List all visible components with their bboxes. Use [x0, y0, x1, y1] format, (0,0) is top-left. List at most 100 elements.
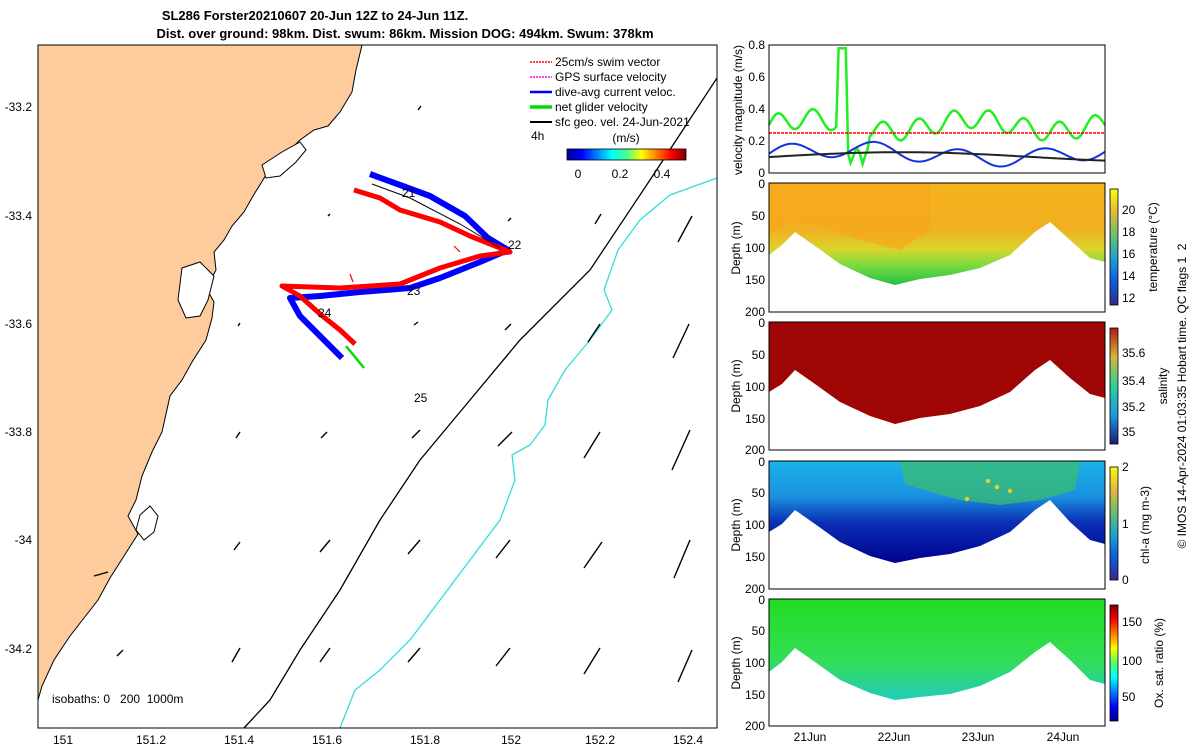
oxygen-cbar-tick: 50 [1122, 690, 1136, 704]
track-dive-avg-current [287, 171, 511, 361]
map-x-tick: 152.2 [585, 733, 615, 747]
temperature-panel: 0 50 100 150 200 Depth (m) 12 14 16 18 2… [729, 177, 1160, 319]
chlorophyll-cbar-tick: 1 [1122, 517, 1129, 531]
figure-title-line1: SL286 Forster20210607 20-Jun 12Z to 24-J… [162, 8, 468, 23]
map-y-tick: -33.4 [5, 209, 33, 223]
chlorophyll-y-label: Depth (m) [729, 498, 743, 551]
chlorophyll-panel: 0 50 100 150 200 Depth (m) 0 1 2 chl-a (… [729, 455, 1152, 596]
chlorophyll-cbar-tick: 0 [1122, 573, 1129, 587]
time-x-tick: 21Jun [794, 730, 827, 744]
map-colorbar-tick: 0.2 [612, 167, 629, 181]
figure-title-line2: Dist. over ground: 98km. Dist. swum: 86k… [156, 26, 653, 41]
day-label-22: 22 [508, 238, 522, 252]
chlorophyll-high-points [964, 478, 1013, 502]
map-x-tick: 151.6 [312, 733, 342, 747]
temperature-cbar-tick: 18 [1122, 225, 1136, 239]
temperature-y-label: Depth (m) [729, 221, 743, 274]
temperature-cbar-tick: 16 [1122, 247, 1136, 261]
temperature-y-tick: 100 [745, 241, 765, 255]
chlorophyll-cbar-tick: 2 [1122, 460, 1129, 474]
time-marker-label: 4h [531, 129, 544, 143]
estuary-hunter [177, 261, 215, 319]
salinity-panel: 0 50 100 150 200 Depth (m) 35 35.2 35.4 … [729, 316, 1170, 457]
coastline-land [38, 45, 363, 701]
map-y-axis: -33.2 -33.4 -33.6 -33.8 -34 -34.2 [5, 100, 33, 656]
chlorophyll-colorbar [1109, 466, 1119, 581]
legend-label-net: net glider velocity [555, 100, 648, 114]
map-colorbar-tick: 0.4 [654, 167, 671, 181]
temperature-cbar-tick: 20 [1122, 203, 1136, 217]
map-colorbar-gradient [566, 148, 687, 161]
oxygen-y-tick: 50 [752, 624, 766, 638]
temperature-axes: 0 50 100 150 200 Depth (m) 12 14 16 18 2… [729, 177, 1160, 319]
isobaths-label: isobaths: 0 200 1000m [52, 692, 183, 706]
swim-tick-2 [349, 273, 354, 283]
salinity-cbar-tick: 35.4 [1122, 374, 1146, 388]
oxygen-cbar-tick: 100 [1122, 654, 1142, 668]
chlorophyll-axes: 0 50 100 150 200 Depth (m) 0 1 2 chl-a (… [729, 455, 1152, 596]
lake-macquarie [135, 505, 159, 541]
day-label-21: 21 [402, 186, 416, 200]
time-x-tick: 23Jun [962, 730, 995, 744]
time-x-tick: 24Jun [1047, 730, 1080, 744]
map-colorbar-title: (m/s) [612, 131, 639, 145]
track-net-velocity-tail [345, 345, 365, 369]
velocity-y-tick: 0 [758, 166, 765, 180]
velocity-y-tick: 0.8 [748, 38, 765, 52]
map-x-axis: 151 151.2 151.4 151.6 151.8 152 152.2 15… [53, 733, 703, 747]
chlorophyll-y-tick: 150 [745, 550, 765, 564]
velocity-series-layer [767, 46, 1107, 169]
oxygen-frame [768, 598, 1106, 727]
chlorophyll-y-tick: 200 [745, 582, 765, 596]
map-y-tick: -33.2 [5, 100, 33, 114]
legend-label-swim: 25cm/s swim vector [555, 55, 660, 69]
oxygen-y-tick: 0 [758, 593, 765, 607]
velocity-series-line [768, 140, 1106, 168]
salinity-frame [768, 321, 1106, 451]
temperature-cbar-tick: 14 [1122, 269, 1136, 283]
salinity-cbar-tick: 35.2 [1122, 400, 1146, 414]
salinity-cbar-label: salinity [1156, 368, 1170, 405]
map-x-tick: 151 [53, 733, 73, 747]
oxygen-y-tick: 100 [745, 656, 765, 670]
swim-tick-1 [453, 245, 461, 253]
salinity-cbar-tick: 35 [1122, 425, 1136, 439]
chlorophyll-y-tick: 0 [758, 455, 765, 469]
map-y-tick: -33.6 [5, 317, 33, 331]
oxygen-cbar-label: Ox. sat. ratio (%) [1152, 618, 1166, 708]
chlorophyll-cbar-label: chl-a (mg m-3) [1138, 486, 1152, 564]
oxygen-cbar-tick: 150 [1122, 615, 1142, 629]
map-x-tick: 152 [501, 733, 521, 747]
salinity-y-tick: 150 [745, 412, 765, 426]
salinity-y-tick: 200 [745, 443, 765, 457]
salinity-y-tick: 100 [745, 380, 765, 394]
oxygen-y-tick: 200 [745, 719, 765, 733]
oxygen-axes: 0 50 100 150 200 Depth (m) 50 100 150 Ox… [729, 593, 1166, 744]
salinity-axes: 0 50 100 150 200 Depth (m) 35 35.2 35.4 … [729, 316, 1170, 457]
day-label-23: 23 [407, 284, 421, 298]
lake-myall [261, 141, 307, 179]
legend-label-gps: GPS surface velocity [555, 70, 666, 84]
velocity-frame [768, 44, 1106, 174]
salinity-colorbar [1109, 327, 1119, 445]
map-colorbar: (m/s) 0 0.2 0.4 [566, 131, 687, 181]
map-x-tick: 151.8 [410, 733, 440, 747]
salinity-y-tick: 0 [758, 316, 765, 330]
chlorophyll-frame [768, 460, 1106, 590]
map-x-tick: 152.4 [673, 733, 703, 747]
day-label-24: 24 [318, 306, 332, 320]
isobath-1000m [339, 177, 717, 728]
velocity-y-label: velocity magnitude (m/s) [731, 45, 745, 175]
oxygen-field [769, 599, 1105, 700]
temperature-colorbar [1109, 188, 1119, 306]
temperature-y-tick: 150 [745, 273, 765, 287]
salinity-y-tick: 50 [752, 348, 766, 362]
map-colorbar-tick: 0 [575, 167, 582, 181]
oxygen-colorbar [1109, 604, 1119, 722]
temperature-warm-patch [769, 183, 930, 250]
track-swim-vector [279, 187, 513, 346]
velocity-series-line [768, 151, 1106, 162]
chlorophyll-y-tick: 100 [745, 518, 765, 532]
velocity-y-tick: 0.4 [748, 102, 765, 116]
credit-text: © IMOS 14-Apr-2024 01:03:35 Hobart time.… [1175, 243, 1189, 548]
